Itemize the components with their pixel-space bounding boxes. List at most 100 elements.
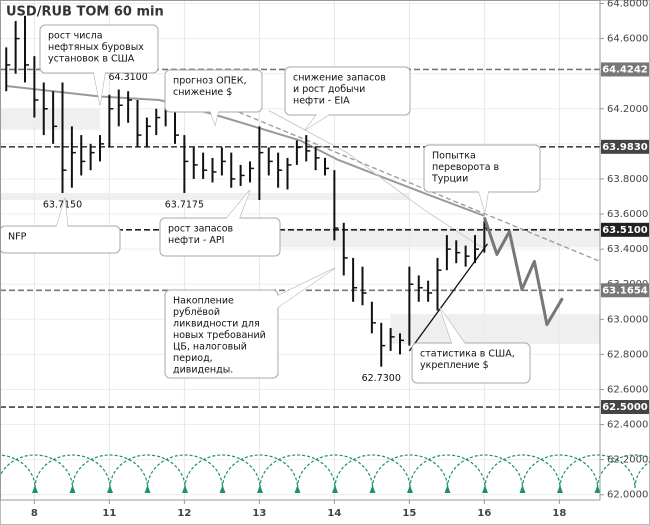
- cycle-marker: [182, 485, 188, 493]
- cycle-arc: [409, 454, 486, 489]
- callout-text: рост запасов: [168, 224, 234, 235]
- cycle-marker: [444, 485, 451, 493]
- y-tick-label: 63.4000: [607, 244, 648, 255]
- y-tick-label: 62.2000: [607, 455, 648, 466]
- cycle-marker: [107, 485, 113, 493]
- y-tick-label: 63.6000: [607, 209, 648, 220]
- x-tick-label: 12: [177, 508, 191, 519]
- callout-text: и рост добычи: [293, 84, 365, 95]
- level-label: 63.9830: [602, 142, 648, 153]
- cycle-arc: [296, 454, 374, 489]
- x-tick-label: 18: [552, 508, 566, 519]
- level-label: 63.5100: [602, 225, 648, 236]
- cycle-arc: [184, 454, 261, 489]
- callout-text: статистика в США,: [420, 349, 515, 360]
- cycle-arc: [71, 454, 149, 489]
- cycle-marker: [219, 485, 226, 493]
- callout-text: Накопление: [173, 296, 234, 307]
- cycle-marker: [594, 485, 601, 493]
- chart-title: USD/RUB TOM 60 min: [6, 5, 164, 20]
- y-tick-label: 63.8000: [607, 174, 648, 185]
- cycle-arc: [559, 454, 636, 489]
- cycle-arc: [446, 454, 524, 489]
- level-badge: [601, 283, 649, 298]
- x-tick-label: 13: [252, 508, 266, 519]
- callout-text: нефти - EIA: [293, 96, 350, 107]
- y-tick-label: 63.0000: [607, 314, 648, 325]
- callout-text: ЦБ, налоговый: [173, 342, 247, 353]
- callout-text: переворота в: [432, 162, 500, 173]
- x-tick-label: 14: [327, 508, 341, 519]
- cycle-arc: [371, 454, 449, 489]
- cycle-arc: [34, 454, 111, 489]
- callout-seam: [54, 198, 69, 235]
- cycle-arc: [0, 454, 74, 489]
- zone: [0, 108, 100, 130]
- y-tick-label: 62.6000: [607, 384, 648, 395]
- cycle-marker: [557, 485, 563, 493]
- y-tick-label: 62.4000: [607, 420, 648, 431]
- callout-text: ликвидности для: [173, 319, 260, 330]
- callout-text: период,: [173, 353, 213, 364]
- cycle-arc: [484, 454, 561, 489]
- callout-seam: [475, 181, 490, 212]
- price-label: 63.7175: [165, 199, 204, 210]
- cycle-marker: [407, 485, 413, 493]
- cycle-marker: [369, 485, 376, 493]
- callout-text: нефти - API: [168, 235, 224, 246]
- cycle-arc: [259, 454, 336, 489]
- cycle-marker: [32, 485, 38, 493]
- y-tick-label: 64.2000: [607, 104, 648, 115]
- callout-text: снижение $: [173, 87, 232, 98]
- callout-text: Турции: [431, 174, 468, 185]
- cycle-arc: [596, 454, 650, 489]
- callout-text: снижение запасов: [293, 73, 386, 84]
- forecast: [482, 217, 564, 327]
- cycle-arc: [334, 454, 411, 489]
- callout-text: рублёвой: [173, 307, 220, 318]
- callout-text: дивиденды.: [173, 365, 233, 376]
- x-tick-label: 11: [102, 508, 116, 519]
- cycle-arc: [221, 454, 299, 489]
- callout-text: Попытка: [432, 151, 476, 162]
- callout-seam: [305, 97, 340, 130]
- callout-box: [159, 217, 281, 257]
- callout-box: [164, 289, 279, 379]
- callout-seam: [440, 308, 468, 355]
- level-badge: [601, 139, 649, 154]
- cycle-marker: [144, 485, 151, 493]
- cycle-arc: [146, 454, 224, 489]
- cycle-marker: [294, 485, 301, 493]
- callout-seam: [223, 190, 250, 230]
- cycle-marker: [257, 485, 263, 493]
- cycle-marker: [482, 485, 488, 493]
- level-label: 64.4242: [602, 64, 648, 75]
- callout-box: [284, 66, 411, 116]
- level-badge: [601, 400, 649, 415]
- cycle-marker: [519, 485, 526, 493]
- y-tick-label: 62.0000: [607, 490, 648, 501]
- level-badge: [601, 222, 649, 237]
- price-label: 62.7300: [362, 373, 401, 384]
- price-label: 64.3100: [108, 72, 147, 83]
- cycle-marker: [332, 485, 338, 493]
- callout-text: прогноз ОПЕК,: [173, 76, 247, 87]
- callout-seam: [206, 100, 221, 125]
- cycle-arc: [109, 454, 186, 489]
- cycles: [0, 454, 650, 493]
- callout-text: укрепление $: [420, 360, 489, 371]
- plot-border: [0, 0, 601, 501]
- callout-text: NFP: [8, 232, 27, 243]
- y-tick-label: 62.8000: [607, 349, 648, 360]
- x-tick-label: 15: [402, 508, 416, 519]
- callout-text: новых требований: [173, 330, 266, 341]
- zone: [390, 314, 600, 344]
- y-tick-label: 64.8000: [607, 0, 648, 10]
- moving-average: [6, 85, 485, 217]
- level-label: 62.5000: [602, 402, 648, 413]
- callout-text: рост числа: [48, 31, 103, 42]
- callout-seam: [252, 268, 335, 321]
- level-label: 63.1654: [602, 285, 648, 296]
